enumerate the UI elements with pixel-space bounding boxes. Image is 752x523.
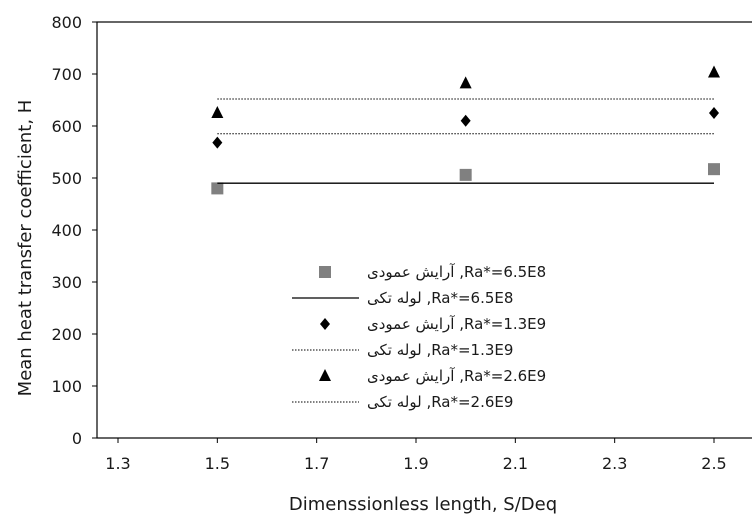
series-1-point [211,182,224,195]
y-tick-label: 500 [51,169,82,188]
data-marks [211,65,720,195]
x-tick-label: 1.3 [105,454,130,473]
y-tick-label: 800 [51,13,82,32]
x-axis-ticks: 1.3 1.5 1.7 1.9 2.1 2.3 2.5 [105,438,727,473]
y-tick-label: 0 [72,429,82,448]
legend-label-2: لوله تکی ,Ra*=6.5E8 [367,289,513,307]
y-tick-label: 600 [51,117,82,136]
plot-area [96,21,752,439]
legend-swatch-3 [320,318,330,330]
y-tick-label: 100 [51,377,82,396]
y-tick-label: 700 [51,65,82,84]
x-tick-label: 2.5 [701,454,726,473]
y-axis-ticks: 0 100 200 300 400 500 600 700 800 [51,13,97,448]
x-tick-label: 1.9 [403,454,428,473]
legend-label-6: لوله تکی ,Ra*=2.6E9 [367,393,513,411]
legend-swatch-1 [319,266,331,278]
y-tick-label: 300 [51,273,82,292]
legend-label-5: آرایش عمودی ,Ra*=2.6E9 [367,367,546,385]
series-5-point [211,106,224,118]
series-3-point [212,136,223,149]
y-tick-label: 400 [51,221,82,240]
x-tick-label: 1.5 [205,454,230,473]
series-1-point [708,163,720,176]
x-tick-label: 2.3 [602,454,627,473]
series-1-point [459,168,472,181]
plot-frame [96,21,752,439]
legend-label-4: لوله تکی ,Ra*=1.3E9 [367,341,513,359]
legend-label-3: آرایش عمودی ,Ra*=1.3E9 [367,315,546,333]
legend: آرایش عمودی ,Ra*=6.5E8 لوله تکی ,Ra*=6.5E… [292,263,546,411]
series-3-point [460,114,471,127]
y-axis-title: Mean heat transfer coefficient, H [15,100,36,397]
x-axis-title: Dimenssionless length, S/Deq [289,494,557,515]
legend-swatch-5 [319,369,331,381]
y-tick-label: 200 [51,325,82,344]
series-3-point [709,107,719,119]
x-tick-label: 1.7 [304,454,329,473]
x-tick-label: 2.1 [503,454,528,473]
series-5-point [708,65,720,78]
legend-label-1: آرایش عمودی ,Ra*=6.5E8 [367,263,546,281]
series-5-point [459,76,472,89]
